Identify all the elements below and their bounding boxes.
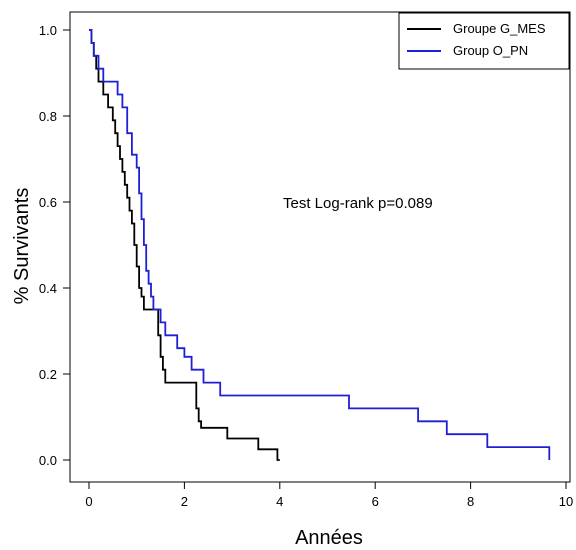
y-tick-label: 0.6 xyxy=(39,195,57,210)
x-tick-label: 4 xyxy=(276,494,283,509)
logrank-annotation: Test Log-rank p=0.089 xyxy=(283,195,433,212)
survival-curves xyxy=(89,29,551,461)
y-tick-label: 0.2 xyxy=(39,367,57,382)
legend-label-o-pn: Group O_PN xyxy=(453,43,528,58)
y-axis-title: % Survivants xyxy=(11,188,33,305)
x-tick-label: 10 xyxy=(559,494,573,509)
plot-frame xyxy=(69,11,571,483)
x-axis-ticks: 0 2 4 6 8 10 xyxy=(85,482,573,509)
y-tick-label: 0.4 xyxy=(39,281,57,296)
y-tick-label: 0.0 xyxy=(39,453,57,468)
series-line-group-o-pn xyxy=(89,29,551,460)
y-tick-label: 0.8 xyxy=(39,109,57,124)
x-tick-label: 0 xyxy=(85,494,92,509)
x-tick-label: 2 xyxy=(181,494,188,509)
series-line-groupe-g-mes xyxy=(89,29,280,461)
y-tick-label: 1.0 xyxy=(39,23,57,38)
legend-box xyxy=(398,12,570,70)
legend: Groupe G_MES Group O_PN xyxy=(398,12,570,70)
x-tick-label: 6 xyxy=(372,494,379,509)
x-tick-label: 8 xyxy=(467,494,474,509)
x-axis-title: Années xyxy=(295,527,363,549)
y-axis-ticks: 0.0 0.2 0.4 0.6 0.8 1.0 xyxy=(39,23,70,468)
legend-label-g-mes: Groupe G_MES xyxy=(453,21,546,36)
